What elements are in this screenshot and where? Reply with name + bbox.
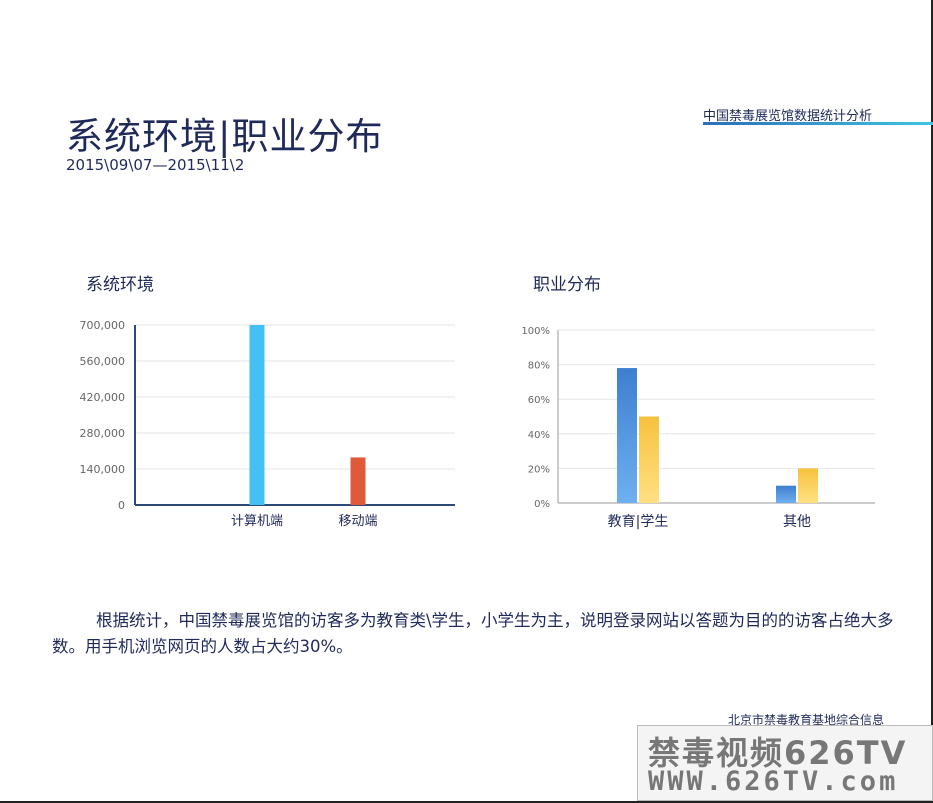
date-range: 2015\09\07—2015\11\2: [66, 156, 245, 174]
footer-org: 北京市禁毒教育基地综合信息: [728, 713, 885, 727]
x-tick-label: 其他: [783, 514, 811, 530]
bar: [798, 468, 818, 503]
y-tick-label: 100%: [521, 326, 550, 337]
y-tick-label: 40%: [528, 430, 550, 441]
bar: [617, 368, 637, 503]
system-chart-title: 系统环境: [86, 275, 154, 295]
bar: [350, 457, 366, 505]
y-tick-label: 700,000: [80, 319, 126, 332]
y-tick-label: 280,000: [80, 427, 126, 440]
watermark: 禁毒视频626TV WWW.626TV.com: [637, 725, 933, 801]
summary-paragraph: 根据统计，中国禁毒展览馆的访客多为教育类\学生，小学生为主，说明登录网站以答题为…: [52, 608, 912, 660]
y-tick-label: 0: [118, 499, 125, 512]
y-tick-label: 60%: [528, 395, 550, 406]
bar: [249, 325, 265, 505]
y-tick-label: 80%: [528, 361, 550, 372]
org-title: 中国禁毒展览馆数据统计分析: [703, 109, 873, 124]
x-tick-label: 计算机端: [231, 514, 283, 529]
right-border: [931, 0, 933, 803]
bar: [776, 485, 796, 503]
org-title-underline: [703, 122, 933, 125]
y-tick-label: 140,000: [80, 463, 126, 476]
watermark-line2: WWW.626TV.com: [648, 766, 899, 797]
y-tick-label: 20%: [528, 464, 550, 475]
y-tick-label: 420,000: [80, 391, 126, 404]
watermark-line1: 禁毒视频626TV: [648, 734, 908, 772]
x-tick-label: 教育|学生: [608, 514, 669, 530]
y-tick-label: 560,000: [80, 355, 126, 368]
bar: [639, 416, 659, 503]
bottom-border: [0, 801, 933, 803]
y-tick-label: 0%: [534, 499, 550, 510]
page-title: 系统环境|职业分布: [66, 115, 384, 158]
x-tick-label: 移动端: [338, 514, 377, 529]
job-distribution-chart: 0% 20% 40% 60% 80% 100% 教育|学生 其他: [521, 326, 875, 530]
job-chart-title: 职业分布: [533, 275, 601, 295]
summary-text: 根据统计，中国禁毒展览馆的访客多为教育类\学生，小学生为主，说明登录网站以答题为…: [52, 611, 894, 656]
system-environment-chart: 0 140,000 280,000 420,000 560,000 700,000 计算机端…: [80, 319, 455, 529]
